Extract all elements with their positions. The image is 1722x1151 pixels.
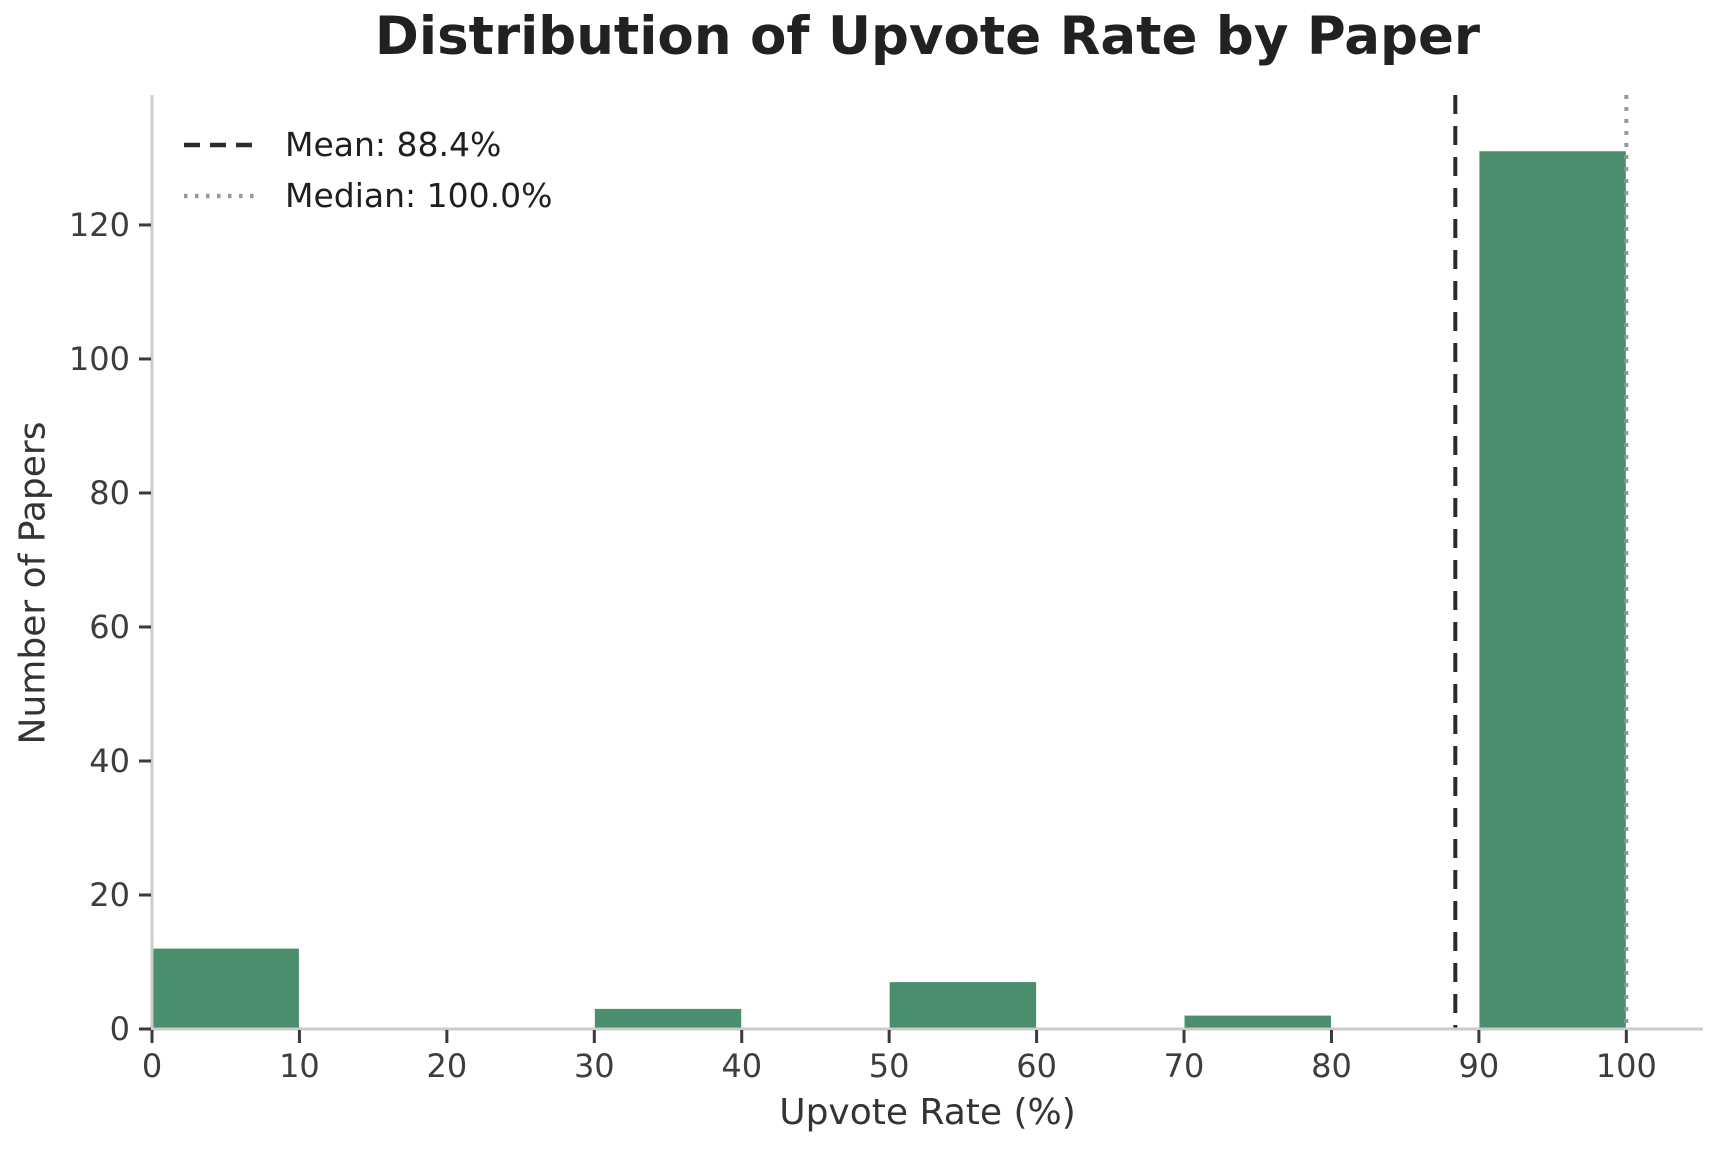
x-tick-label: 40 [721,1047,762,1085]
histogram-bar [594,1008,742,1029]
histogram-bar [152,948,299,1029]
x-axis-label: Upvote Rate (%) [779,1092,1076,1133]
x-tick-label: 30 [574,1047,615,1085]
x-tick-label: 80 [1311,1047,1352,1085]
y-tick-label: 40 [89,742,130,780]
x-tick-label: 70 [1164,1047,1205,1085]
x-tick-label: 20 [427,1047,468,1085]
legend-median-label: Median: 100.0% [285,176,553,215]
chart-title: Distribution of Upvote Rate by Paper [374,6,1481,67]
y-axis-label: Number of Papers [12,421,54,745]
histogram-bar [1184,1015,1331,1029]
median-line-legend-swatch [184,193,256,198]
x-tick-label: 60 [1016,1047,1057,1085]
legend-item-mean: Mean: 88.4% [183,125,552,164]
legend-item-median: Median: 100.0% [183,176,553,215]
histogram-bar [1479,151,1626,1030]
x-tick-label: 100 [1596,1047,1657,1085]
y-tick-label: 20 [89,876,130,914]
x-tick-label: 50 [869,1047,910,1085]
legend-mean-label: Mean: 88.4% [285,125,502,164]
y-tick-label: 0 [110,1010,130,1048]
x-tick-label: 0 [142,1047,162,1085]
x-tick-label: 10 [279,1047,320,1085]
histogram-bar [889,982,1037,1029]
x-tick-label: 90 [1459,1047,1500,1085]
y-tick-label: 80 [89,474,130,512]
y-tick-label: 120 [69,206,130,244]
legend: Mean: 88.4% Median: 100.0% [183,125,553,215]
mean-line-legend-swatch [184,142,256,147]
y-tick-label: 60 [89,608,130,646]
y-tick-label: 100 [69,340,130,378]
